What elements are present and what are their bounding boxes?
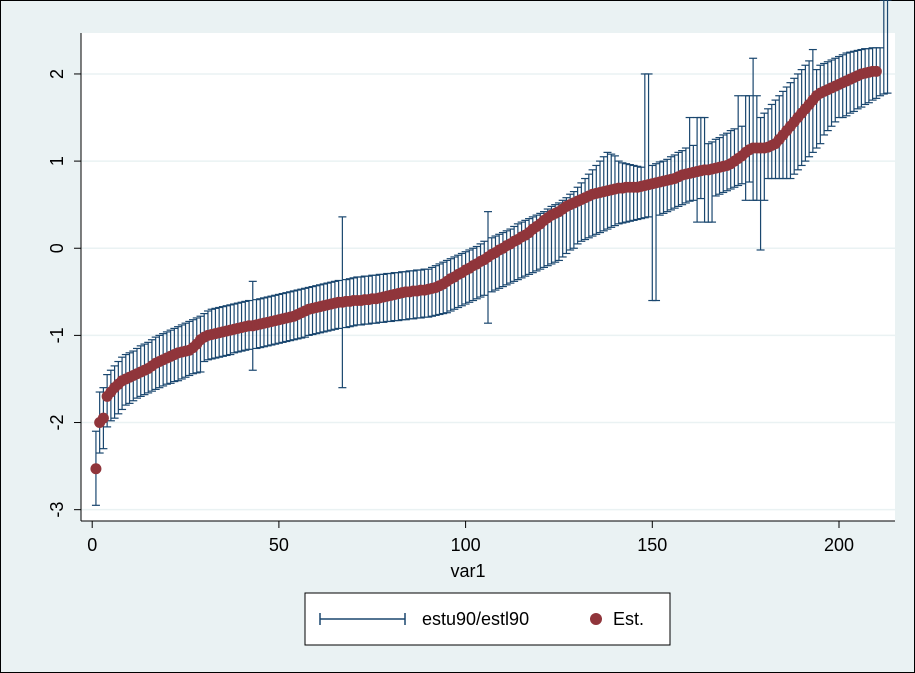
errorbar	[637, 166, 646, 220]
x-axis-title: var1	[450, 561, 485, 581]
errorbar	[584, 173, 593, 239]
x-tick-label: 200	[824, 535, 854, 555]
y-tick-label: 1	[47, 156, 67, 166]
errorbar	[708, 141, 717, 223]
legend-errorbar-symbol	[319, 613, 406, 625]
errorbar	[622, 163, 631, 223]
x-tick-label: 100	[451, 535, 481, 555]
errorbar	[745, 95, 754, 183]
errorbar	[495, 233, 504, 289]
errorbar	[465, 249, 474, 303]
data-point	[97, 412, 109, 424]
legend-label-errorbar: estu90/estl90	[422, 609, 529, 629]
errorbar	[472, 245, 481, 300]
data-point	[90, 463, 102, 475]
errorbar	[760, 112, 769, 201]
errorbar	[454, 254, 463, 309]
errorbar	[812, 68, 821, 149]
errorbar	[659, 160, 668, 214]
y-tick-label: -2	[47, 415, 67, 431]
errorbar	[581, 177, 590, 241]
x-tick-label: 50	[269, 535, 289, 555]
errorbar	[476, 243, 485, 298]
errorbar	[823, 61, 832, 132]
errorbar	[480, 240, 489, 296]
y-tick-label: 0	[47, 243, 67, 253]
errorbar	[644, 73, 653, 218]
errorbar	[588, 169, 597, 237]
errorbar	[592, 164, 601, 235]
errorbar	[629, 164, 638, 221]
errorbar	[484, 211, 492, 324]
y-tick-label: 2	[47, 69, 67, 79]
errorbar	[457, 252, 466, 307]
errorbar	[685, 116, 694, 202]
errorbar	[487, 237, 496, 293]
y-tick-label: -3	[47, 502, 67, 518]
legend-label-point: Est.	[613, 609, 644, 629]
errorbar	[883, 0, 892, 94]
errorbar	[461, 251, 470, 305]
y-tick-label: -1	[47, 327, 67, 343]
errorbar	[450, 256, 459, 310]
data-point	[870, 65, 882, 77]
errorbar	[816, 64, 825, 145]
x-tick-label: 0	[87, 535, 97, 555]
errorbar	[734, 95, 743, 187]
errorbar	[820, 62, 829, 136]
errorbar	[469, 247, 478, 302]
legend-point-symbol	[590, 613, 602, 625]
errorbar	[498, 231, 507, 288]
errorbar	[879, 0, 888, 95]
errorbar	[625, 163, 634, 222]
errorbar	[655, 161, 664, 216]
errorbar	[491, 235, 500, 291]
x-tick-label: 150	[637, 535, 667, 555]
errorbar	[577, 182, 586, 242]
errorbar	[756, 116, 765, 251]
errorbar	[633, 165, 642, 221]
errorbar	[502, 230, 511, 286]
